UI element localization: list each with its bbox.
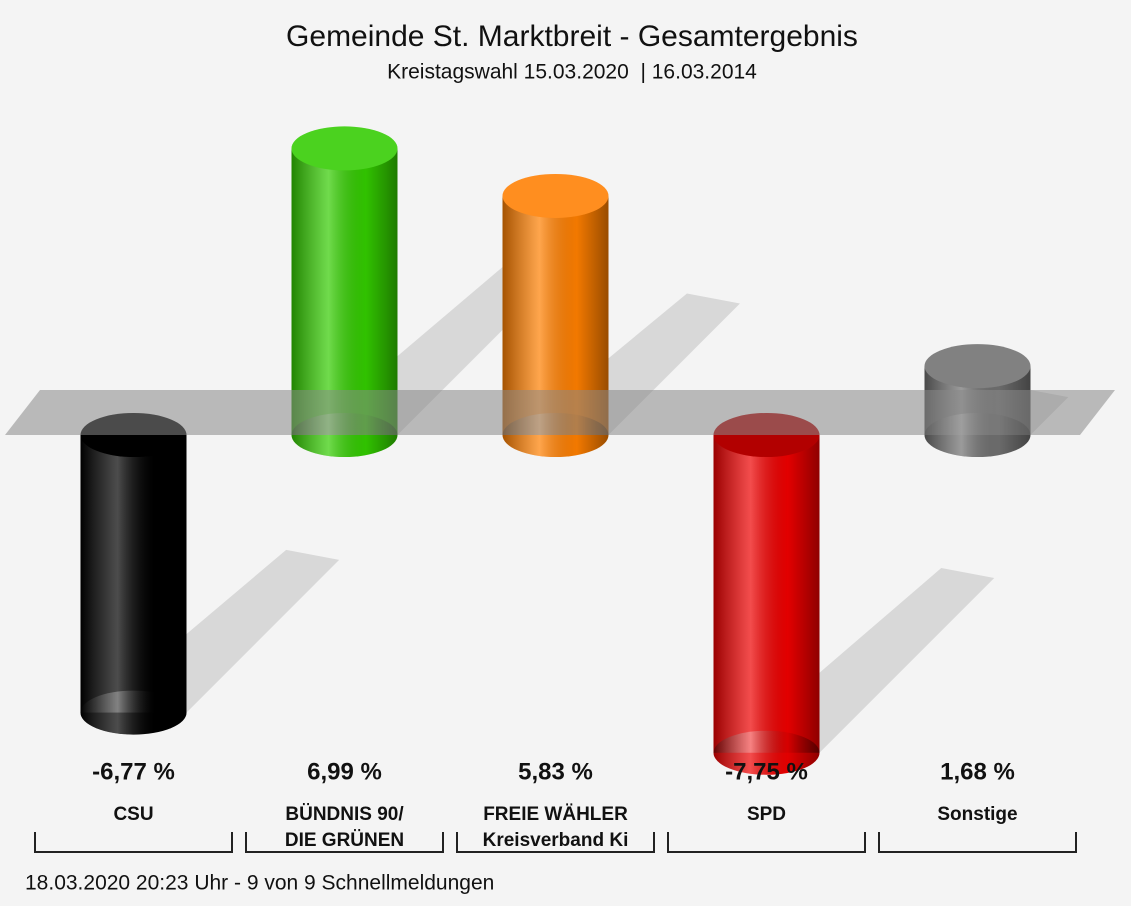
bar-shade	[713, 435, 820, 753]
value-label: 1,68 %	[940, 758, 1015, 785]
value-label: -6,77 %	[92, 758, 175, 785]
category-bracket	[878, 832, 1077, 853]
bar-top	[924, 344, 1031, 389]
bars	[80, 126, 1031, 775]
category-label: CSU	[113, 804, 153, 825]
bar-bottom-shade	[80, 690, 187, 735]
category-label: SPD	[747, 804, 786, 825]
category-label: Kreisverband Ki	[483, 830, 629, 851]
chart-title: Gemeinde St. Marktbreit - Gesamtergebnis	[286, 20, 858, 53]
category-label: BÜNDNIS 90/	[285, 804, 404, 825]
category-bracket	[667, 832, 866, 853]
chart-subtitle: Kreistagswahl 15.03.2020 | 16.03.2014	[387, 61, 757, 84]
labels: -6,77 % CSU 6,99 % BÜNDNIS 90/DIE GRÜNEN 5,8…	[34, 758, 1077, 853]
bar-top	[502, 173, 609, 218]
baseline-band	[5, 390, 1115, 435]
category-label: Sonstige	[937, 804, 1017, 825]
value-label: 6,99 %	[307, 758, 382, 785]
bar-top-highlight	[502, 173, 609, 218]
bar-top-highlight	[924, 344, 1031, 389]
category-bracket	[245, 832, 444, 853]
bar-top	[291, 126, 398, 171]
category-bracket	[456, 832, 655, 853]
footer: 18.03.2020 20:23 Uhr - 9 von 9 Schnellme…	[25, 872, 494, 895]
bar-shade	[291, 148, 398, 435]
bar-top-highlight	[291, 126, 398, 171]
bar	[80, 413, 187, 735]
category-bracket	[34, 832, 233, 853]
value-label: -7,75 %	[725, 758, 808, 785]
bar-bottom-shade	[713, 730, 820, 775]
category-label: FREIE WÄHLER	[483, 804, 628, 825]
value-label: 5,83 %	[518, 758, 593, 785]
bar-shade	[80, 435, 187, 713]
category-label: DIE GRÜNEN	[285, 830, 404, 851]
bar	[713, 413, 820, 775]
